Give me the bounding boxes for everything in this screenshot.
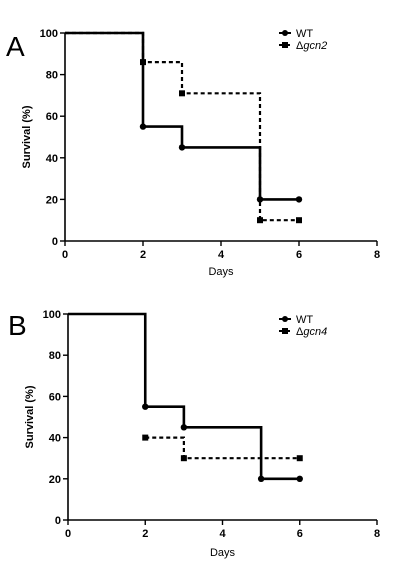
- y-tick-label: 40: [46, 153, 58, 165]
- legend-entry-label: Δgcn4: [296, 326, 327, 338]
- data-point: [256, 196, 264, 203]
- x-tick-label: 2: [142, 528, 148, 540]
- data-point: [180, 424, 188, 431]
- data-point: [179, 90, 185, 97]
- series-line-wt: [65, 31, 299, 201]
- panel-label: B: [8, 310, 27, 341]
- x-tick-label: 4: [219, 528, 226, 540]
- data-point: [296, 475, 303, 482]
- y-tick-label: 100: [43, 309, 61, 321]
- legend-marker: [282, 316, 288, 322]
- x-tick-label: 0: [62, 249, 68, 261]
- y-axis-title: Survival (%): [21, 105, 33, 168]
- data-point: [180, 455, 187, 462]
- series-line-mutant: [65, 31, 299, 222]
- y-tick-label: 100: [40, 28, 58, 40]
- y-tick-label: 40: [49, 433, 61, 445]
- data-point: [178, 144, 186, 151]
- x-tick-label: 8: [374, 249, 380, 261]
- y-tick-label: 80: [46, 70, 58, 82]
- x-tick-label: 6: [297, 528, 303, 540]
- data-point: [142, 403, 149, 410]
- x-tick-label: 6: [296, 249, 302, 261]
- x-tick-label: 2: [140, 249, 146, 261]
- legend-entry-label: WT: [296, 314, 313, 326]
- y-tick-label: 60: [46, 111, 58, 123]
- y-axis-title: Survival (%): [24, 385, 36, 448]
- y-tick-label: 20: [49, 474, 61, 486]
- legend-marker: [282, 328, 288, 334]
- data-point: [140, 59, 146, 66]
- y-tick-label: 0: [55, 515, 61, 527]
- data-point: [139, 123, 147, 130]
- series-line-wt: [68, 312, 300, 481]
- y-tick-label: 80: [49, 350, 61, 362]
- x-axis-title: Days: [208, 266, 234, 278]
- legend-entry-label: WT: [296, 28, 313, 40]
- legend-entry-label: Δgcn2: [296, 40, 327, 52]
- legend-marker: [282, 30, 288, 36]
- data-point: [296, 217, 302, 224]
- data-point: [295, 196, 303, 203]
- panel-label: A: [6, 31, 25, 62]
- legend-marker: [282, 42, 288, 48]
- x-tick-label: 8: [374, 528, 380, 540]
- series-line-mutant: [145, 436, 300, 460]
- data-point: [257, 217, 263, 224]
- data-point: [142, 434, 149, 441]
- y-tick-label: 0: [52, 236, 58, 248]
- data-point: [257, 475, 265, 482]
- y-tick-label: 20: [46, 194, 58, 206]
- x-axis-title: Days: [210, 547, 236, 559]
- x-tick-label: 4: [218, 249, 225, 261]
- x-tick-label: 0: [65, 528, 71, 540]
- y-tick-label: 60: [49, 391, 61, 403]
- data-point: [296, 455, 303, 462]
